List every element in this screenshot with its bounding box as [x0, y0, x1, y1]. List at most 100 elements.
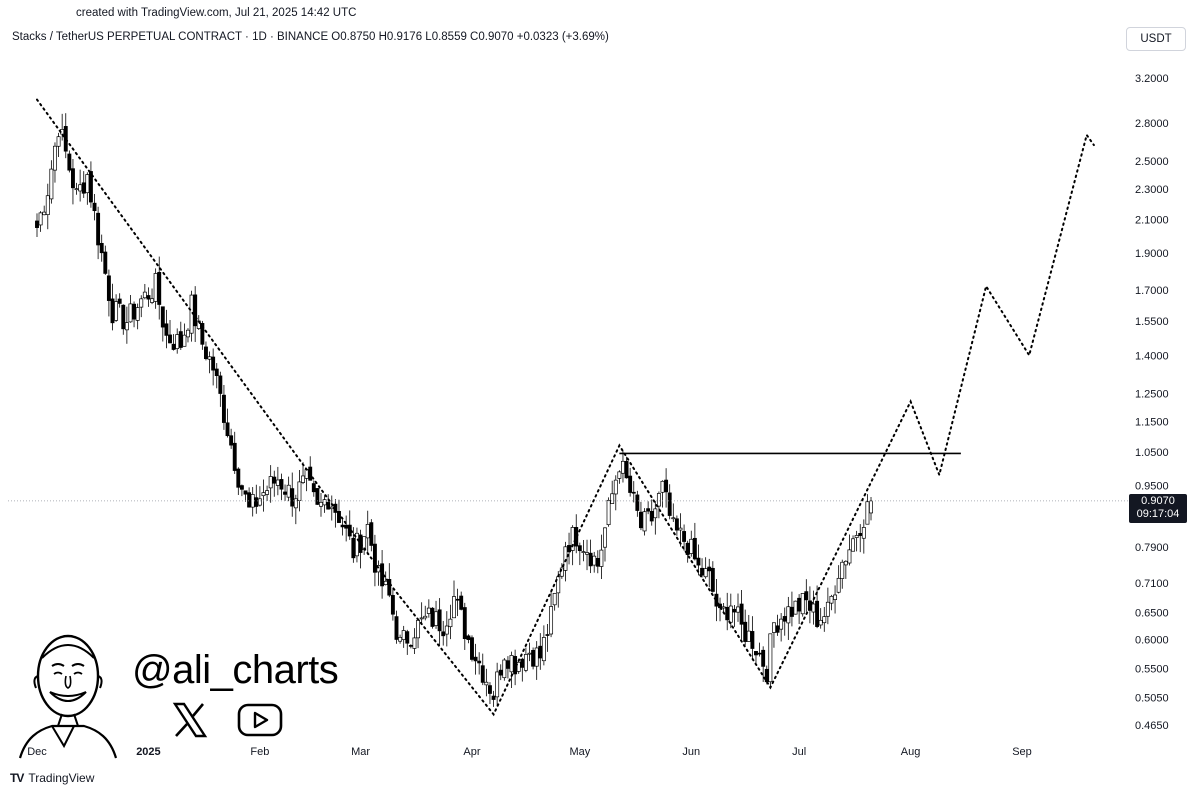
- candle-up: [811, 603, 816, 613]
- candle-up: [265, 490, 270, 495]
- candle-down: [685, 542, 690, 555]
- candle-down: [797, 597, 802, 612]
- candle-down: [732, 608, 737, 613]
- candle-down: [667, 492, 672, 516]
- last-price-value: 0.9070: [1141, 495, 1175, 507]
- candle-down: [121, 304, 126, 330]
- projection-path[interactable]: [36, 98, 1095, 717]
- candle-up: [114, 301, 119, 321]
- x-tick-label: 2025: [136, 746, 160, 758]
- candle-down: [96, 212, 101, 246]
- candle-up: [412, 637, 417, 649]
- candle-down: [70, 168, 75, 189]
- candle-down: [243, 490, 248, 495]
- watermark-handle: @ali_charts: [132, 648, 339, 692]
- x-tick-label: Feb: [250, 746, 269, 758]
- candle-down: [441, 631, 446, 637]
- candle-down: [372, 543, 377, 573]
- candle-down: [232, 442, 237, 471]
- candle-up: [865, 501, 870, 525]
- candle-up: [836, 577, 841, 593]
- candle-down: [272, 476, 277, 484]
- candle-down: [193, 294, 198, 327]
- candle-up: [621, 460, 625, 474]
- candle-down: [279, 479, 284, 490]
- candle-down: [473, 656, 478, 662]
- candle-down: [710, 567, 715, 592]
- candle-up: [825, 601, 830, 617]
- x-tick-label: Jun: [682, 746, 700, 758]
- candle-up: [182, 334, 187, 347]
- y-tick-label: 1.1500: [1135, 416, 1169, 428]
- candle-up: [142, 291, 147, 299]
- candle-up: [56, 136, 61, 147]
- candle-up: [552, 593, 557, 606]
- candle-up: [840, 561, 845, 579]
- x-tick-label: Apr: [463, 746, 480, 758]
- candle-up: [656, 493, 661, 507]
- candle-up: [319, 501, 323, 507]
- candle-down: [430, 607, 435, 627]
- candle-down: [311, 483, 316, 493]
- candle-up: [861, 527, 866, 539]
- candle-down: [498, 669, 503, 676]
- candle-up: [502, 659, 507, 679]
- candle-down: [646, 508, 651, 512]
- candle-up: [444, 625, 449, 635]
- candle-down: [218, 375, 223, 394]
- candle-down: [92, 202, 97, 212]
- candle-down: [67, 153, 72, 171]
- candle-down: [628, 475, 633, 493]
- candle-down: [462, 607, 467, 640]
- candle-up: [207, 356, 212, 360]
- candle-up: [301, 475, 305, 483]
- candle-up: [689, 538, 694, 554]
- candle-down: [477, 660, 482, 664]
- candle-down: [750, 631, 755, 649]
- candle-down: [171, 343, 176, 350]
- candle-down: [631, 491, 636, 494]
- candle-down: [157, 271, 162, 305]
- candle-down: [782, 616, 787, 622]
- currency-selector[interactable]: USDT: [1126, 27, 1186, 51]
- youtube-icon[interactable]: [237, 702, 283, 738]
- candle-up: [843, 560, 848, 566]
- x-tick-label: Jul: [792, 746, 806, 758]
- candle-down: [638, 511, 643, 529]
- candle-down: [164, 323, 169, 336]
- y-tick-label: 2.5000: [1135, 156, 1169, 168]
- candle-up: [728, 605, 733, 623]
- candle-down: [81, 182, 86, 194]
- candle-down: [351, 537, 356, 559]
- candle-down: [405, 631, 410, 644]
- candle-down: [214, 368, 219, 377]
- candle-up: [599, 549, 604, 567]
- candle-up: [275, 479, 280, 486]
- annotations-layer: [8, 98, 1130, 717]
- y-tick-label: 1.9000: [1135, 248, 1169, 260]
- candle-up: [822, 616, 827, 624]
- y-tick-label: 0.5500: [1135, 664, 1169, 676]
- candle-down: [390, 595, 395, 615]
- y-tick-label: 2.3000: [1135, 184, 1169, 196]
- candle-down: [103, 251, 108, 274]
- candle-down: [635, 494, 640, 511]
- x-logo-icon[interactable]: [172, 702, 208, 738]
- candle-up: [329, 506, 334, 510]
- candle-up: [398, 637, 403, 642]
- candle-down: [470, 637, 474, 660]
- candle-down: [480, 665, 485, 683]
- candle-down: [254, 497, 259, 507]
- tradingview-footer[interactable]: TV TradingView: [10, 771, 94, 785]
- candle-up: [585, 552, 589, 555]
- candle-down: [455, 598, 460, 601]
- candle-up: [135, 307, 140, 321]
- x-tick-label: May: [569, 746, 590, 758]
- candle-down: [588, 552, 593, 567]
- candle-down: [236, 468, 241, 488]
- candle-down: [106, 275, 111, 301]
- candle-down: [858, 533, 863, 536]
- candle-down: [200, 323, 205, 345]
- candle-up: [581, 551, 586, 553]
